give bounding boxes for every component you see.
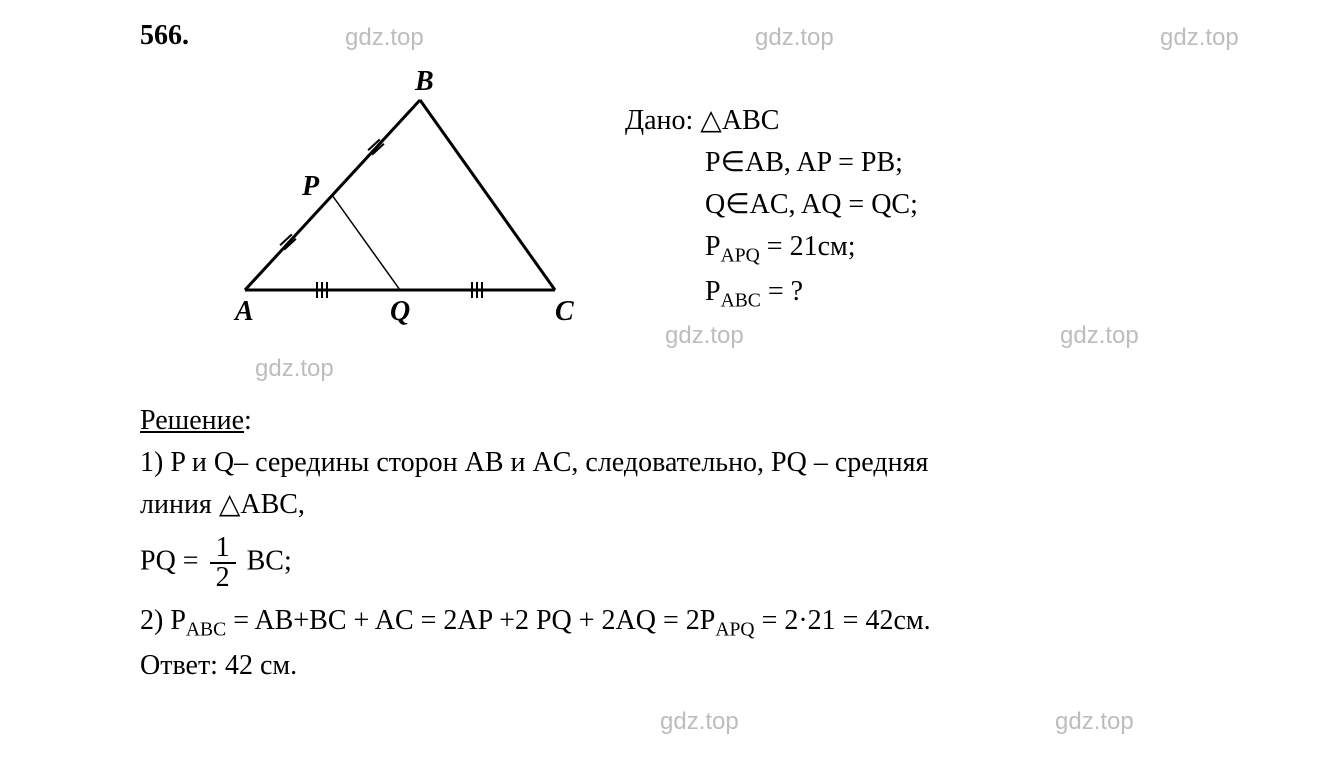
step2-sub1: ABC bbox=[186, 620, 226, 641]
answer-val: 42 см. bbox=[218, 650, 297, 681]
eq1-right: BC; bbox=[247, 545, 292, 576]
triangle-diagram: A B C P Q bbox=[245, 100, 585, 338]
given-ab: AB, AP = PB; bbox=[745, 147, 903, 178]
elem-of: ∈ bbox=[721, 147, 745, 178]
step1-cont: линия bbox=[140, 489, 219, 520]
step1-tri: ABC, bbox=[240, 489, 305, 520]
given-line-1: P∈AB, AP = PB; bbox=[625, 142, 918, 184]
given-perim-abc: PABC = ? bbox=[625, 271, 918, 316]
frac-den: 2 bbox=[210, 564, 236, 592]
watermark: gdz.top bbox=[1055, 708, 1134, 736]
step2-prefix: 2) P bbox=[140, 605, 186, 636]
vertex-b-label: B bbox=[414, 66, 434, 97]
frac-num: 1 bbox=[210, 534, 236, 564]
given-heading: Дано: bbox=[625, 105, 693, 136]
perim-val: = ? bbox=[761, 276, 803, 307]
answer-label: Ответ: bbox=[140, 650, 218, 681]
given-ac: AC, AQ = QC; bbox=[750, 189, 918, 220]
perim-sym: P bbox=[705, 276, 721, 307]
colon: : bbox=[244, 405, 252, 436]
eq1-left: PQ = bbox=[140, 545, 206, 576]
triangle-svg: A B C P Q bbox=[245, 100, 585, 330]
solution-heading-line: Решение: bbox=[140, 400, 931, 442]
vertex-q-label: Q bbox=[390, 296, 410, 327]
perim-sub: ABC bbox=[721, 291, 761, 312]
watermark: gdz.top bbox=[255, 355, 334, 383]
edge-bc bbox=[420, 100, 555, 290]
elem-of: ∈ bbox=[725, 189, 749, 220]
solution-step1: 1) P и Q– середины сторон AB и AC, следо… bbox=[140, 442, 931, 484]
perim-sym: P bbox=[705, 231, 721, 262]
fraction-half: 1 2 bbox=[210, 534, 236, 592]
solution-answer: Ответ: 42 см. bbox=[140, 645, 931, 687]
watermark: gdz.top bbox=[665, 322, 744, 350]
watermark: gdz.top bbox=[755, 24, 834, 52]
given-q: Q bbox=[705, 189, 725, 220]
watermark: gdz.top bbox=[1060, 322, 1139, 350]
perim-val: = 21см; bbox=[760, 231, 856, 262]
segment-pq bbox=[332, 195, 400, 290]
watermark: gdz.top bbox=[1160, 24, 1239, 52]
vertex-p-label: P bbox=[301, 171, 320, 202]
step2-mid: = AB+BC + AC = 2AP +2 PQ + 2AQ = 2P bbox=[226, 605, 715, 636]
given-block: Дано: △ABC P∈AB, AP = PB; Q∈AC, AQ = QC;… bbox=[625, 100, 918, 316]
given-line-2: Q∈AC, AQ = QC; bbox=[625, 184, 918, 226]
step2-end: = 2·21 = 42см. bbox=[755, 605, 931, 636]
given-triangle: ABC bbox=[722, 105, 780, 136]
given-p: P bbox=[705, 147, 721, 178]
watermark: gdz.top bbox=[660, 708, 739, 736]
solution-heading: Решение bbox=[140, 405, 244, 436]
solution-block: Решение: 1) P и Q– середины сторон AB и … bbox=[140, 400, 931, 687]
solution-eq1: PQ = 1 2 BC; bbox=[140, 534, 931, 592]
solution-step1-cont: линия △ABC, bbox=[140, 484, 931, 526]
problem-number: 566. bbox=[140, 20, 189, 52]
triangle-symbol: △ bbox=[219, 489, 241, 520]
vertex-c-label: C bbox=[555, 296, 574, 327]
triangle-symbol: △ bbox=[700, 105, 722, 136]
given-heading-line: Дано: △ABC bbox=[625, 100, 918, 142]
vertex-a-label: A bbox=[233, 296, 254, 327]
step2-sub2: APQ bbox=[715, 620, 754, 641]
watermark: gdz.top bbox=[345, 24, 424, 52]
given-perim-apq: PAPQ = 21см; bbox=[625, 226, 918, 271]
solution-step2: 2) PABC = AB+BC + AC = 2AP +2 PQ + 2AQ =… bbox=[140, 600, 931, 645]
perim-sub: APQ bbox=[721, 246, 760, 267]
